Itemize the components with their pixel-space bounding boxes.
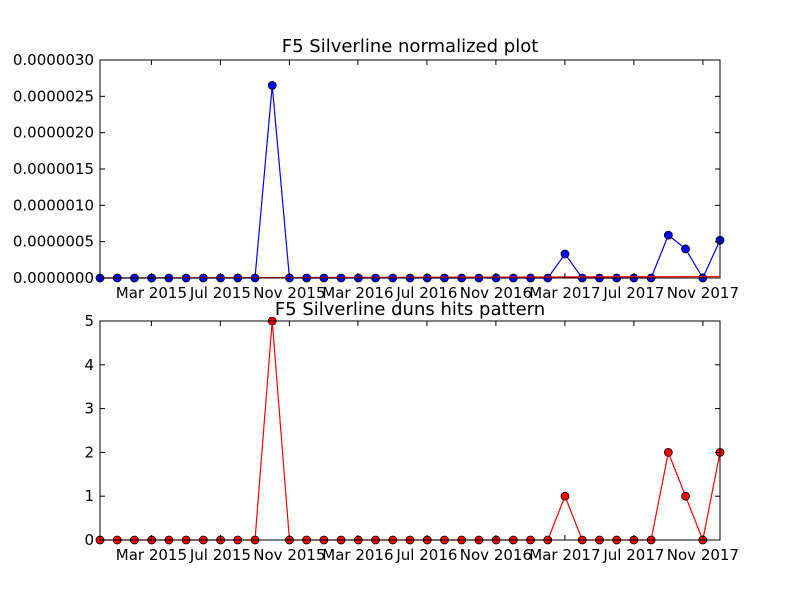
y-tick-label: 0.0000015 [13, 160, 94, 178]
x-tick-label: Nov 2016 [460, 546, 532, 564]
x-tick-label: Jul 2016 [395, 546, 457, 564]
x-tick-label: Jul 2015 [189, 546, 251, 564]
data-point [267, 81, 277, 90]
y-tick-label: 0.0000030 [13, 51, 94, 69]
x-tick-label: Mar 2016 [322, 546, 393, 564]
data-point [560, 249, 570, 259]
x-tick-label: Mar 2016 [322, 284, 393, 302]
y-tick-label: 0.0000010 [13, 196, 94, 214]
y-tick-label: 0 [84, 531, 94, 549]
axes-frame [99, 59, 721, 279]
y-tick-label: 3 [84, 400, 94, 418]
x-tick-label: Nov 2017 [667, 546, 739, 564]
x-tick-label: Jul 2017 [602, 546, 664, 564]
x-tick-label: Jul 2017 [602, 284, 664, 302]
y-tick-label: 5 [84, 312, 94, 330]
y-tick-label: 4 [84, 356, 94, 374]
chart-title: F5 Silverline normalized plot [282, 36, 539, 57]
y-tick-label: 0.0000005 [13, 233, 94, 251]
y-tick-label: 0.0000020 [13, 124, 94, 142]
axes-frame [99, 320, 721, 541]
data-point [663, 230, 673, 240]
x-tick-label: Mar 2017 [529, 546, 600, 564]
x-tick-label: Mar 2015 [116, 546, 187, 564]
y-tick-label: 0.0000000 [13, 269, 94, 287]
data-point [681, 491, 690, 501]
data-point [681, 244, 690, 254]
x-tick-label: Nov 2015 [253, 546, 325, 564]
y-tick-label: 2 [84, 443, 94, 461]
series-line [100, 320, 721, 543]
x-tick-label: Mar 2015 [116, 284, 187, 302]
x-tick-label: Mar 2017 [529, 284, 600, 302]
series-line [100, 85, 721, 280]
x-tick-label: Jul 2015 [189, 284, 251, 302]
x-tick-label: Nov 2016 [460, 284, 532, 302]
x-tick-label: Jul 2016 [395, 284, 457, 302]
y-tick-label: 0.0000025 [13, 87, 94, 105]
duns-hits-panel: F5 Silverline duns hits pattern 0 1 2 3 4 5 Mar… [84, 299, 739, 564]
normalized-plot-panel: F5 Silverline normalized plot 0.0000000 0.… [13, 36, 739, 302]
chart-title: F5 Silverline duns hits pattern [275, 299, 545, 320]
x-tick-label: Nov 2015 [253, 284, 325, 302]
x-tick-label: Nov 2017 [667, 284, 739, 302]
data-point [560, 491, 570, 501]
data-point [663, 447, 673, 457]
y-tick-label: 1 [84, 487, 94, 505]
